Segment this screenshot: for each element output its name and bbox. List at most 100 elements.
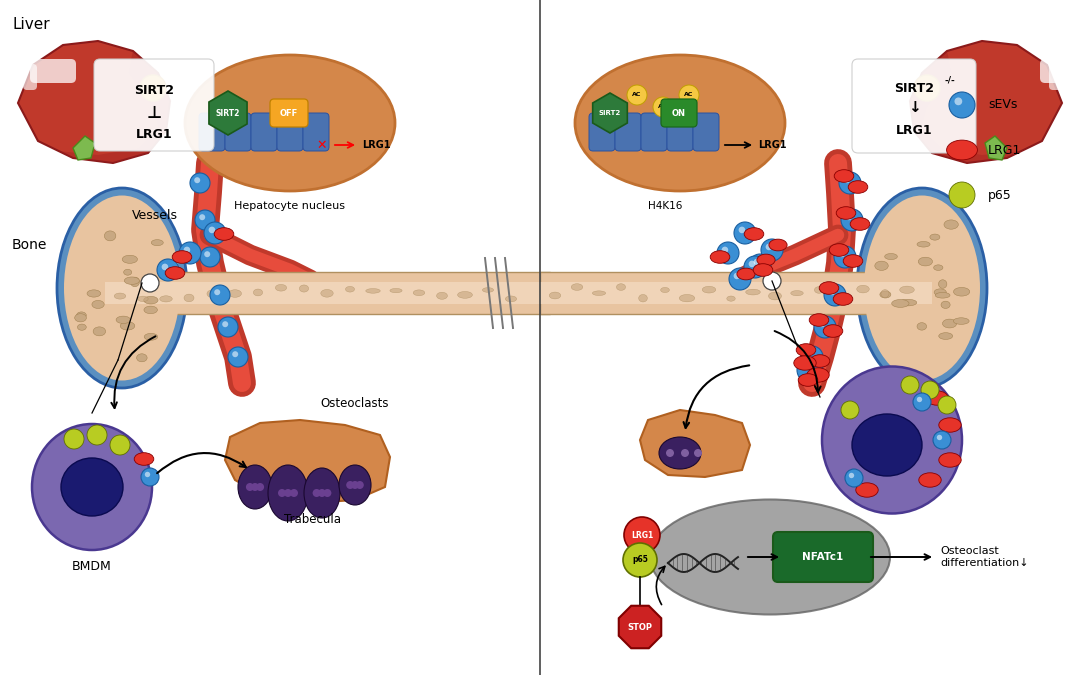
Ellipse shape xyxy=(321,290,334,297)
Text: SIRT2: SIRT2 xyxy=(216,109,240,117)
Circle shape xyxy=(278,489,286,497)
Text: LRG1: LRG1 xyxy=(362,140,391,150)
Ellipse shape xyxy=(661,288,670,292)
Circle shape xyxy=(246,483,254,491)
Ellipse shape xyxy=(184,294,194,302)
Ellipse shape xyxy=(299,285,309,292)
FancyBboxPatch shape xyxy=(1040,59,1080,83)
Ellipse shape xyxy=(809,314,828,326)
Text: sEVs: sEVs xyxy=(988,99,1017,111)
Ellipse shape xyxy=(822,367,962,514)
Ellipse shape xyxy=(843,254,863,267)
FancyBboxPatch shape xyxy=(540,272,932,314)
Text: Hepatocyte nucleus: Hepatocyte nucleus xyxy=(234,201,346,211)
Ellipse shape xyxy=(123,269,132,275)
Ellipse shape xyxy=(881,290,889,298)
Ellipse shape xyxy=(575,55,785,191)
Ellipse shape xyxy=(702,286,716,293)
Ellipse shape xyxy=(943,319,957,328)
Circle shape xyxy=(312,489,321,497)
Text: p65: p65 xyxy=(988,188,1012,202)
Ellipse shape xyxy=(60,458,123,516)
Circle shape xyxy=(766,244,772,250)
Ellipse shape xyxy=(880,291,891,298)
Circle shape xyxy=(318,489,326,497)
Circle shape xyxy=(939,396,956,414)
Circle shape xyxy=(921,381,939,399)
Ellipse shape xyxy=(926,391,948,405)
Ellipse shape xyxy=(254,289,262,296)
Circle shape xyxy=(199,214,205,220)
Circle shape xyxy=(195,210,215,230)
Circle shape xyxy=(801,346,823,368)
Text: LRG1: LRG1 xyxy=(136,128,173,142)
Text: LRG1: LRG1 xyxy=(895,124,932,136)
Polygon shape xyxy=(910,51,1042,163)
Ellipse shape xyxy=(92,300,104,308)
Ellipse shape xyxy=(791,291,804,296)
Ellipse shape xyxy=(856,286,869,293)
Circle shape xyxy=(347,481,354,489)
Circle shape xyxy=(729,268,751,290)
Ellipse shape xyxy=(339,465,372,505)
Ellipse shape xyxy=(794,356,816,370)
Ellipse shape xyxy=(744,227,764,240)
Text: Osteoclasts: Osteoclasts xyxy=(321,397,389,410)
Ellipse shape xyxy=(834,294,848,300)
Ellipse shape xyxy=(32,424,152,550)
Text: SIRT2: SIRT2 xyxy=(134,84,174,97)
Text: ✕: ✕ xyxy=(316,138,327,151)
Ellipse shape xyxy=(414,290,424,296)
Ellipse shape xyxy=(769,292,782,300)
Text: AC: AC xyxy=(685,92,693,97)
Ellipse shape xyxy=(939,418,961,432)
Text: OFF: OFF xyxy=(280,109,298,117)
Ellipse shape xyxy=(275,284,286,291)
Text: BMDM: BMDM xyxy=(72,560,112,573)
Circle shape xyxy=(251,483,259,491)
Text: p65: p65 xyxy=(632,556,648,564)
FancyBboxPatch shape xyxy=(661,99,697,127)
Ellipse shape xyxy=(939,279,947,288)
Ellipse shape xyxy=(944,220,958,230)
Ellipse shape xyxy=(436,292,447,299)
FancyBboxPatch shape xyxy=(30,59,76,83)
Circle shape xyxy=(806,350,812,357)
Text: AC: AC xyxy=(606,105,616,109)
Circle shape xyxy=(627,85,647,105)
FancyBboxPatch shape xyxy=(303,113,329,151)
Ellipse shape xyxy=(850,218,869,230)
Ellipse shape xyxy=(136,354,147,362)
Ellipse shape xyxy=(954,288,970,296)
Ellipse shape xyxy=(120,322,135,330)
Circle shape xyxy=(351,481,359,489)
FancyBboxPatch shape xyxy=(199,113,225,151)
Circle shape xyxy=(141,468,159,486)
Ellipse shape xyxy=(796,344,815,356)
Ellipse shape xyxy=(105,231,116,241)
Circle shape xyxy=(761,239,783,261)
Ellipse shape xyxy=(737,268,755,280)
Ellipse shape xyxy=(303,468,340,518)
Circle shape xyxy=(228,347,248,367)
Circle shape xyxy=(157,259,179,281)
Polygon shape xyxy=(619,605,661,648)
Circle shape xyxy=(204,251,211,257)
Ellipse shape xyxy=(933,265,943,271)
Ellipse shape xyxy=(483,288,494,292)
FancyBboxPatch shape xyxy=(667,113,693,151)
Ellipse shape xyxy=(833,293,853,305)
Text: -/-: -/- xyxy=(944,76,955,84)
Text: STOP: STOP xyxy=(627,622,652,632)
Ellipse shape xyxy=(617,284,625,290)
Ellipse shape xyxy=(124,277,139,284)
Ellipse shape xyxy=(836,207,855,219)
Ellipse shape xyxy=(939,453,961,467)
Text: AC: AC xyxy=(659,105,667,109)
Circle shape xyxy=(839,250,846,257)
Circle shape xyxy=(936,435,942,440)
Circle shape xyxy=(843,177,850,183)
Polygon shape xyxy=(38,51,170,163)
FancyBboxPatch shape xyxy=(23,64,37,90)
Ellipse shape xyxy=(93,327,106,336)
